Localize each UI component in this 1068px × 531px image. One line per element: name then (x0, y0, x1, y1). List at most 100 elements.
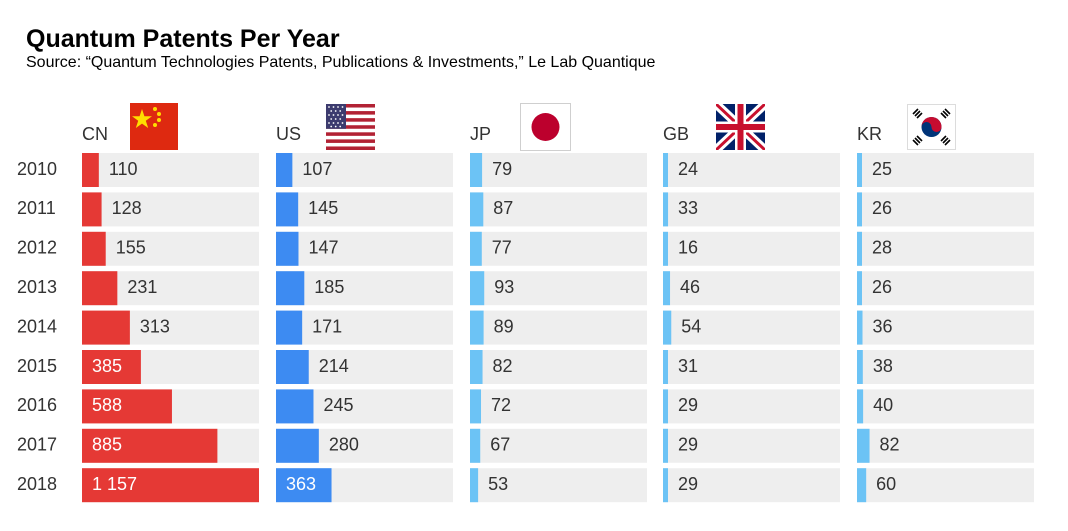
bar (82, 153, 99, 187)
bar (82, 389, 172, 424)
bar (82, 271, 118, 306)
data-label: 24 (678, 159, 698, 179)
bar-track (663, 468, 840, 503)
korea-flag-icon (907, 104, 956, 150)
year-label: 2013 (17, 277, 57, 297)
bar-track (470, 231, 647, 266)
year-label: 2017 (17, 435, 57, 455)
bar (663, 389, 668, 424)
bar (82, 350, 141, 384)
data-label: 82 (880, 435, 900, 455)
data-label: 155 (116, 238, 146, 258)
bar (470, 468, 479, 503)
data-label: 385 (92, 356, 122, 376)
data-label: 87 (493, 198, 513, 218)
bar-track (663, 231, 840, 266)
data-label: 1 157 (92, 474, 137, 494)
bar (857, 271, 862, 306)
data-label: 145 (308, 198, 338, 218)
data-label: 82 (493, 356, 513, 376)
bar (276, 310, 303, 345)
bar (470, 310, 484, 345)
data-label: 54 (681, 316, 701, 336)
bar-track (857, 271, 1034, 306)
bar (857, 231, 862, 266)
data-label: 40 (873, 395, 893, 415)
data-label: 60 (876, 474, 896, 494)
data-label: 29 (678, 395, 698, 415)
bar (663, 428, 668, 463)
bar-track (857, 428, 1034, 463)
bar (82, 231, 106, 266)
country-label-us: US (276, 124, 301, 144)
bar-track (663, 192, 840, 227)
bar (857, 428, 870, 463)
data-label: 29 (678, 474, 698, 494)
data-label: 77 (492, 238, 512, 258)
data-label: 363 (286, 474, 316, 494)
data-label: 313 (140, 316, 170, 336)
bar (470, 192, 484, 227)
data-label: 245 (323, 395, 353, 415)
data-label: 128 (112, 198, 142, 218)
country-label-jp: JP (470, 124, 491, 144)
japan-flag-icon (520, 103, 571, 151)
data-label: 33 (678, 198, 698, 218)
data-label: 72 (491, 395, 511, 415)
data-label: 588 (92, 395, 122, 415)
bar-track (470, 192, 647, 227)
data-label: 280 (329, 435, 359, 455)
data-label: 53 (488, 474, 508, 494)
bar (276, 468, 332, 503)
data-label: 185 (314, 277, 344, 297)
data-label: 147 (308, 238, 338, 258)
data-label: 107 (302, 159, 332, 179)
data-label: 214 (319, 356, 349, 376)
bar-track (857, 468, 1034, 503)
bar (276, 389, 314, 424)
bar (663, 350, 668, 384)
bar (276, 153, 293, 187)
data-label: 79 (492, 159, 512, 179)
data-label: 46 (680, 277, 700, 297)
data-label: 110 (109, 159, 138, 179)
country-label-gb: GB (663, 124, 689, 144)
data-label: 36 (873, 316, 893, 336)
bar-track (857, 350, 1034, 384)
data-label: 31 (678, 356, 698, 376)
data-label: 89 (494, 316, 514, 336)
bar-track (82, 153, 259, 187)
bar (470, 428, 481, 463)
bar-track (470, 389, 647, 424)
data-label: 231 (127, 277, 157, 297)
bar (857, 153, 862, 187)
data-label: 28 (872, 238, 892, 258)
usa-flag-icon (326, 104, 375, 150)
data-label: 67 (490, 435, 510, 455)
bar-track (857, 192, 1034, 227)
bar-track (470, 310, 647, 345)
year-label: 2018 (17, 474, 57, 494)
data-label: 26 (872, 198, 892, 218)
bar (663, 153, 668, 187)
chart-title: Quantum Patents Per Year (26, 25, 340, 53)
year-label: 2010 (17, 159, 57, 179)
data-label: 26 (872, 277, 892, 297)
year-label: 2011 (17, 198, 56, 218)
data-label: 29 (678, 435, 698, 455)
bar (470, 231, 482, 266)
bar (276, 350, 309, 384)
uk-flag-icon (716, 104, 765, 150)
chart-subtitle: Source: “Quantum Technologies Patents, P… (26, 54, 656, 71)
year-label: 2016 (17, 395, 57, 415)
bar (82, 310, 130, 345)
bar-track (276, 271, 453, 306)
bar-track (276, 310, 453, 345)
bar (663, 271, 671, 306)
bar (663, 192, 669, 227)
data-label: 25 (872, 159, 892, 179)
country-label-kr: KR (857, 124, 882, 144)
bar-track (663, 389, 840, 424)
bar (857, 389, 864, 424)
china-flag-icon (130, 103, 178, 150)
